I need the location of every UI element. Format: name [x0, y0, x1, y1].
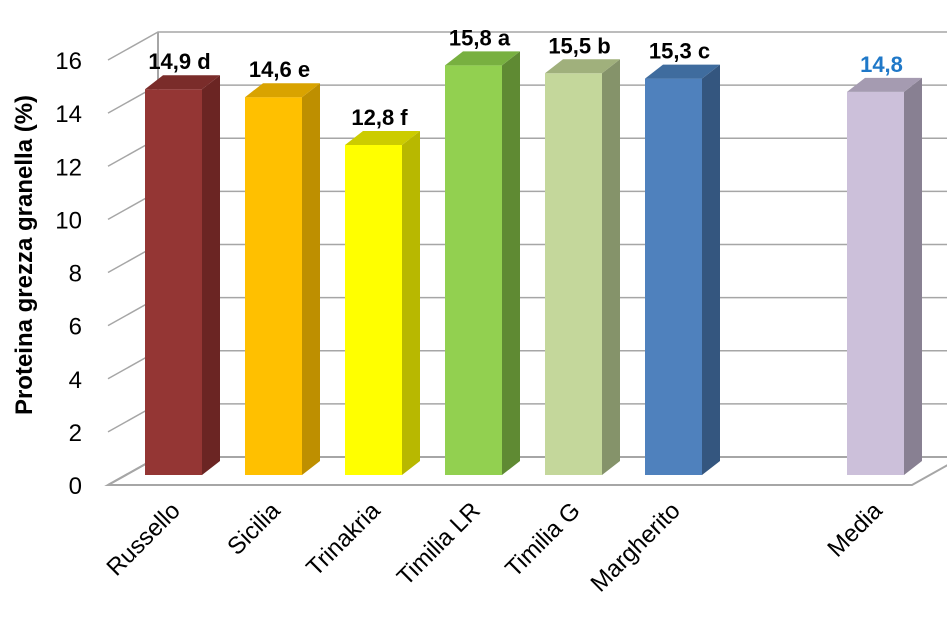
- data-label: 15,3 c: [649, 39, 710, 64]
- bar-top: [645, 64, 720, 79]
- bar-front: [345, 145, 402, 475]
- data-label: 14,6 e: [249, 57, 310, 82]
- y-tick-label: 12: [55, 154, 82, 181]
- bar-top: [145, 75, 220, 90]
- y-tick-labels: 0 2 4 6 8 10 12 14 16: [55, 48, 82, 500]
- gridlines: [107, 31, 947, 433]
- bar-front: [545, 73, 602, 475]
- bar-side: [302, 83, 320, 475]
- y-tick-label: 14: [55, 101, 82, 128]
- bar-top: [245, 83, 320, 98]
- data-label: 15,8 a: [449, 25, 511, 50]
- bar-top: [847, 77, 922, 92]
- gridline: [107, 31, 947, 61]
- y-axis-label: Proteina grezza granella (%): [11, 95, 38, 415]
- chart-walls: [104, 32, 947, 486]
- category-label: Margherito: [586, 497, 686, 597]
- category-label: Russello: [102, 497, 186, 581]
- bar-side: [602, 59, 620, 475]
- gridline: [107, 84, 947, 114]
- bars: [145, 51, 922, 475]
- data-labels: 14,9 d 14,6 e 12,8 f 15,8 a 15,5 b 15,3 c 14,8: [148, 25, 903, 130]
- category-label: Timilia LR: [392, 497, 486, 591]
- bar-side: [202, 75, 220, 475]
- chart-floor: [104, 456, 947, 486]
- bar-front: [145, 89, 202, 475]
- bar: [245, 83, 320, 475]
- bar: [545, 59, 620, 475]
- data-label: 14,9 d: [148, 49, 210, 74]
- data-label: 14,8: [860, 52, 903, 77]
- bar-side: [502, 51, 520, 475]
- data-label: 12,8 f: [351, 105, 408, 130]
- bar-top: [545, 59, 620, 74]
- bar: [645, 64, 720, 475]
- gridline: [107, 350, 947, 380]
- bar-top: [345, 131, 420, 145]
- y-tick-label: 10: [55, 207, 82, 234]
- bar-side: [702, 64, 720, 475]
- bar: [345, 131, 420, 475]
- data-label: 15,5 b: [548, 33, 610, 58]
- y-tick-label: 6: [69, 314, 82, 341]
- bar-front: [645, 78, 702, 475]
- gridline: [107, 137, 947, 167]
- y-tick-label: 2: [69, 420, 82, 447]
- bar-front: [245, 97, 302, 475]
- gridline: [107, 296, 947, 327]
- category-label: Trinakria: [301, 497, 386, 582]
- bar-top: [445, 51, 520, 66]
- category-labels: Russello Sicilia Trinakria Timilia LR Timili…: [102, 497, 889, 598]
- y-tick-label: 16: [55, 48, 82, 75]
- bar-front: [445, 65, 502, 475]
- bar-front: [847, 91, 904, 475]
- y-tick-label: 4: [69, 367, 82, 394]
- category-label: Media: [822, 497, 888, 563]
- y-tick-label: 8: [69, 261, 82, 288]
- gridline: [107, 403, 947, 433]
- y-tick-label: 0: [69, 473, 82, 500]
- bar: [847, 77, 922, 475]
- category-label: Timilia G: [500, 497, 585, 582]
- gridline: [107, 243, 947, 274]
- bar: [445, 51, 520, 475]
- gridline: [107, 190, 947, 221]
- bar: [145, 75, 220, 475]
- category-label: Sicilia: [222, 497, 286, 561]
- bar-side: [904, 77, 922, 475]
- bar-side: [402, 131, 420, 475]
